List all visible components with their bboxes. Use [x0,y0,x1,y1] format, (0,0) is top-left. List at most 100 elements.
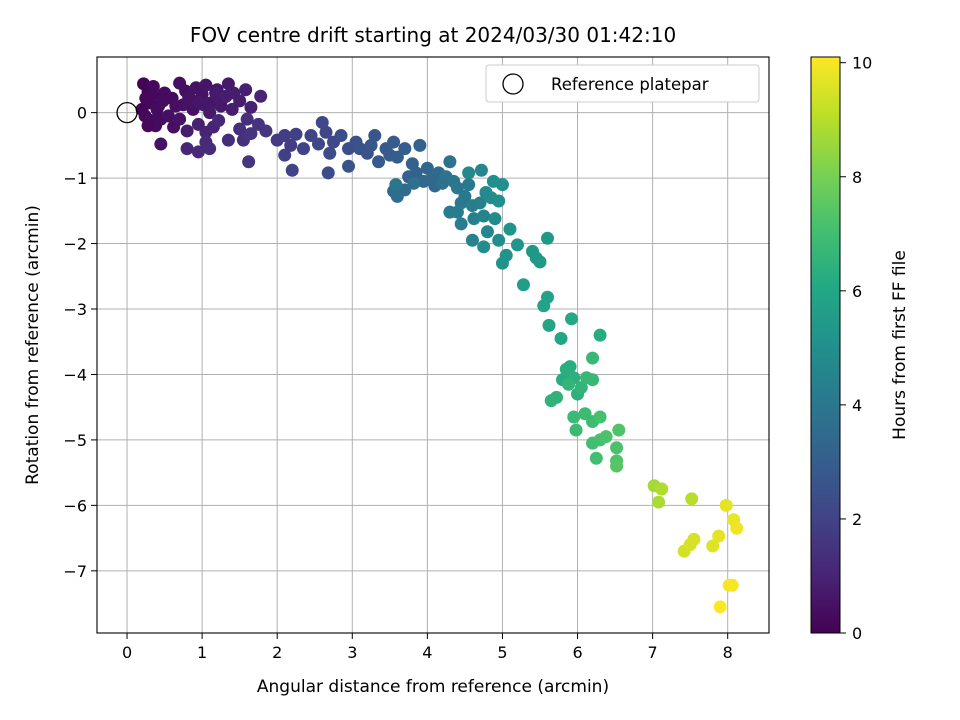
legend-entry-reference: Reference platepar [551,75,709,94]
x-tick-label: 5 [497,643,507,662]
data-point [550,390,564,404]
data-point [450,205,464,219]
data-point [209,86,223,100]
data-point [387,135,401,149]
colorbar-tick-label: 0 [852,624,862,643]
y-tick-label: −7 [63,562,87,581]
legend: Reference platepar [485,64,760,103]
data-point [289,127,303,141]
data-point [407,176,421,190]
data-point [219,89,233,103]
data-point [462,178,476,192]
data-point [503,222,517,236]
x-axis-label: Angular distance from reference (arcmin) [257,677,609,697]
data-point [655,482,669,496]
scatter-points [135,76,744,614]
data-point [473,196,487,210]
data-point [495,178,509,192]
y-tick-label: 0 [77,104,87,123]
x-tick-label: 8 [723,643,733,662]
x-tick-label: 6 [572,643,582,662]
data-point [413,138,427,152]
data-point [474,163,488,177]
data-point [652,495,666,509]
colorbar-tick-label: 2 [852,510,862,529]
data-point [154,137,168,151]
data-point [233,94,247,108]
data-point [244,100,258,114]
data-point [569,423,583,437]
data-point [368,129,382,143]
data-point [574,381,588,395]
data-point [244,127,258,141]
data-point [173,112,187,126]
y-tick-label: −2 [63,235,87,254]
data-point [311,137,325,151]
data-point [563,360,577,374]
data-point [182,89,196,103]
data-point [567,410,581,424]
data-point [156,94,170,108]
x-tick-label: 7 [648,643,658,662]
data-point [492,194,506,208]
colorbar [810,56,841,634]
x-tick-label: 3 [347,643,357,662]
data-point [462,166,476,180]
data-point [458,189,472,203]
data-point [719,498,733,512]
data-point [141,119,155,133]
data-point [214,99,228,113]
data-point [212,113,226,127]
legend-marker [502,73,524,95]
data-point [278,148,292,162]
y-tick-label: −5 [63,431,87,450]
data-point [713,600,727,614]
data-point [467,212,481,226]
colorbar-label: Hours from first FF file [890,250,910,440]
y-tick-label: −3 [63,300,87,319]
data-point [685,492,699,506]
y-tick-label: −1 [63,169,87,188]
data-point [599,430,613,444]
data-point [454,217,468,231]
reference-marker [116,101,138,124]
data-point [197,98,211,112]
data-point [565,312,579,326]
data-point [488,212,502,226]
colorbar-tick-label: 4 [852,396,862,415]
data-point [254,89,268,103]
data-point [541,290,555,304]
data-point [477,209,491,223]
data-point [146,87,160,101]
plot-frame [96,56,770,634]
data-point [169,99,183,113]
colorbar-ticks: 0 2 4 6 8 10 [840,54,872,643]
data-point [315,115,329,129]
legend-box [485,64,760,103]
data-point [589,451,603,465]
data-point [409,166,423,180]
data-point [191,145,205,159]
data-point [465,233,479,247]
data-point [730,521,744,535]
data-point [610,441,624,455]
y-axis-ticks: 0 −1 −2 −3 −4 −5 −6 −7 [63,104,97,581]
data-point [278,129,292,143]
data-point [304,129,318,143]
data-point [364,138,378,152]
x-tick-label: 2 [272,643,282,662]
data-point [233,122,247,136]
data-point [334,129,348,143]
chart-title: FOV centre drift starting at 2024/03/30 … [190,23,676,47]
data-point [593,328,607,342]
data-point [586,351,600,365]
data-point [389,178,403,192]
y-tick-label: −6 [63,496,87,515]
data-point [542,318,556,332]
data-point [242,155,256,169]
data-point [610,459,624,473]
data-point [225,102,239,116]
data-point [706,539,720,553]
data-point [562,377,576,391]
data-point [586,373,600,387]
